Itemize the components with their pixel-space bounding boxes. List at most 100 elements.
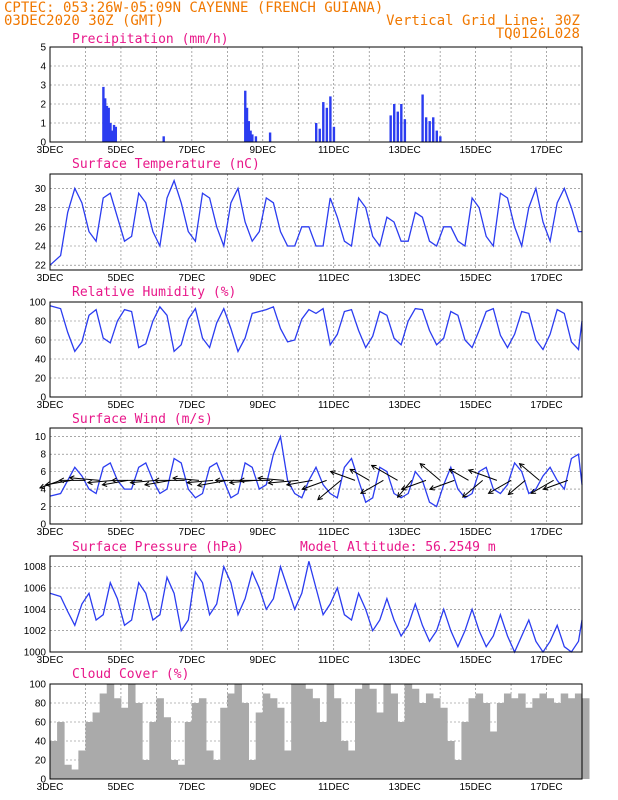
precip-bar: [424, 117, 428, 142]
precip-bar: [322, 102, 325, 142]
cloud-bar: [383, 684, 391, 779]
x-tick-label: 17DEC: [530, 655, 562, 666]
x-tick-label: 13DEC: [389, 145, 421, 156]
y-tick-label: 2: [40, 100, 46, 111]
y-tick-label: 26: [35, 222, 47, 233]
cloud-bar: [170, 760, 179, 779]
wind-arrow: [508, 479, 526, 495]
x-tick-label: 17DEC: [530, 145, 562, 156]
x-tick-label: 7DEC: [179, 655, 206, 666]
wind-arrow-head: [487, 488, 494, 494]
cloud-bar: [333, 698, 342, 779]
y-tick-label: 60: [35, 336, 47, 347]
cloud-bar: [213, 760, 221, 779]
cloud-bar: [397, 722, 406, 779]
precip-bar: [251, 134, 254, 142]
wind-arrow: [268, 479, 299, 484]
y-tick-label: 1006: [24, 584, 47, 595]
x-tick-label: 5DEC: [108, 655, 135, 666]
plot-frame: [49, 555, 583, 653]
cloud-bar: [362, 684, 370, 779]
y-tick-label: 1002: [24, 626, 47, 637]
wind-arrow: [197, 479, 228, 487]
wind-arrow: [543, 479, 568, 490]
cloud-bar: [489, 731, 498, 779]
y-tick-label: 22: [35, 261, 47, 272]
y-tick-label: 3: [40, 81, 46, 92]
precip-bar: [435, 130, 438, 142]
wind-arrow: [130, 479, 157, 484]
precip-bar: [393, 104, 396, 142]
wind-arrow-head: [267, 479, 274, 486]
y-tick-label: 40: [35, 737, 47, 748]
wind-arrow-head: [101, 481, 108, 487]
wind-arrow-head: [448, 468, 455, 474]
panel-2: 3DEC 5DEC 7DEC 9DEC 11DEC 13DEC 15DEC 17DEC 22 24…: [35, 157, 583, 284]
x-tick-label: 3DEC: [37, 400, 64, 411]
cloud-bar: [532, 698, 540, 779]
wind-arrow-head: [507, 489, 514, 496]
y-tick-label: 80: [35, 699, 47, 710]
wind-arrow-head: [301, 485, 308, 491]
cloud-bar: [518, 693, 526, 779]
x-tick-label: 5DEC: [108, 782, 135, 793]
precip-bar: [114, 126, 118, 142]
y-tick-label: 30: [35, 184, 47, 195]
cloud-bar: [78, 750, 86, 779]
cloud-bar: [418, 703, 427, 779]
x-tick-label: 11DEC: [318, 273, 350, 284]
y-tick-label: 40: [35, 355, 47, 366]
cloud-bar: [184, 722, 193, 779]
x-tick-label: 17DEC: [530, 273, 562, 284]
cloud-bar: [206, 750, 214, 779]
precip-bar: [245, 107, 249, 142]
precip-bar: [249, 130, 252, 142]
precip-bar: [105, 105, 109, 142]
x-tick-label: 11DEC: [318, 145, 350, 156]
precip-bar: [315, 123, 318, 142]
wind-arrow-head: [68, 475, 75, 481]
wind-arrow-head: [86, 479, 93, 486]
wind-arrow: [519, 463, 540, 481]
cloud-bar: [546, 698, 555, 779]
x-tick-label: 9DEC: [249, 782, 276, 793]
precip-bar: [102, 86, 105, 142]
y-tick-label: 20: [35, 756, 47, 767]
x-tick-label: 15DEC: [459, 782, 491, 793]
panel-title: Relative Humidity (%): [72, 285, 236, 300]
wind-arrow: [317, 479, 342, 501]
cloud-bar: [475, 693, 484, 779]
x-tick-label: 3DEC: [37, 782, 64, 793]
x-tick-label: 11DEC: [318, 400, 350, 411]
cloud-bar: [234, 684, 242, 779]
cloud-bar: [255, 712, 264, 779]
x-tick-label: 5DEC: [108, 273, 135, 284]
x-tick-label: 5DEC: [108, 527, 135, 538]
cloud-bar: [191, 703, 200, 779]
cloud-bar: [156, 698, 164, 779]
wind-arrow-head: [349, 468, 356, 474]
cloud-bar: [390, 693, 398, 779]
precip-bar: [439, 136, 442, 142]
x-tick-label: 15DEC: [459, 145, 491, 156]
x-tick-label: 9DEC: [249, 527, 276, 538]
wind-arrow: [144, 479, 171, 486]
series-line: [49, 305, 583, 354]
wind-arrow-head: [518, 462, 525, 469]
x-tick-label: 5DEC: [108, 145, 135, 156]
precip-bar: [403, 119, 407, 142]
cloud-bar: [284, 750, 292, 779]
wind-arrow: [258, 477, 285, 481]
wind-arrow: [173, 477, 200, 481]
x-tick-label: 15DEC: [459, 273, 491, 284]
panel-1: 3DEC 5DEC 7DEC 9DEC 11DEC 13DEC 15DEC 17DEC 0 1 2 3…: [37, 32, 583, 156]
wind-arrow: [69, 477, 100, 481]
cloud-bar: [411, 688, 420, 779]
wind-arrow-head: [359, 488, 366, 494]
cloud-bar: [163, 717, 171, 779]
header-model-code: TQ0126L028: [496, 26, 580, 42]
cloud-bar: [113, 698, 122, 779]
wind-arrow-head: [428, 485, 435, 491]
wind-arrow: [397, 480, 413, 498]
precip-bar: [112, 124, 116, 142]
